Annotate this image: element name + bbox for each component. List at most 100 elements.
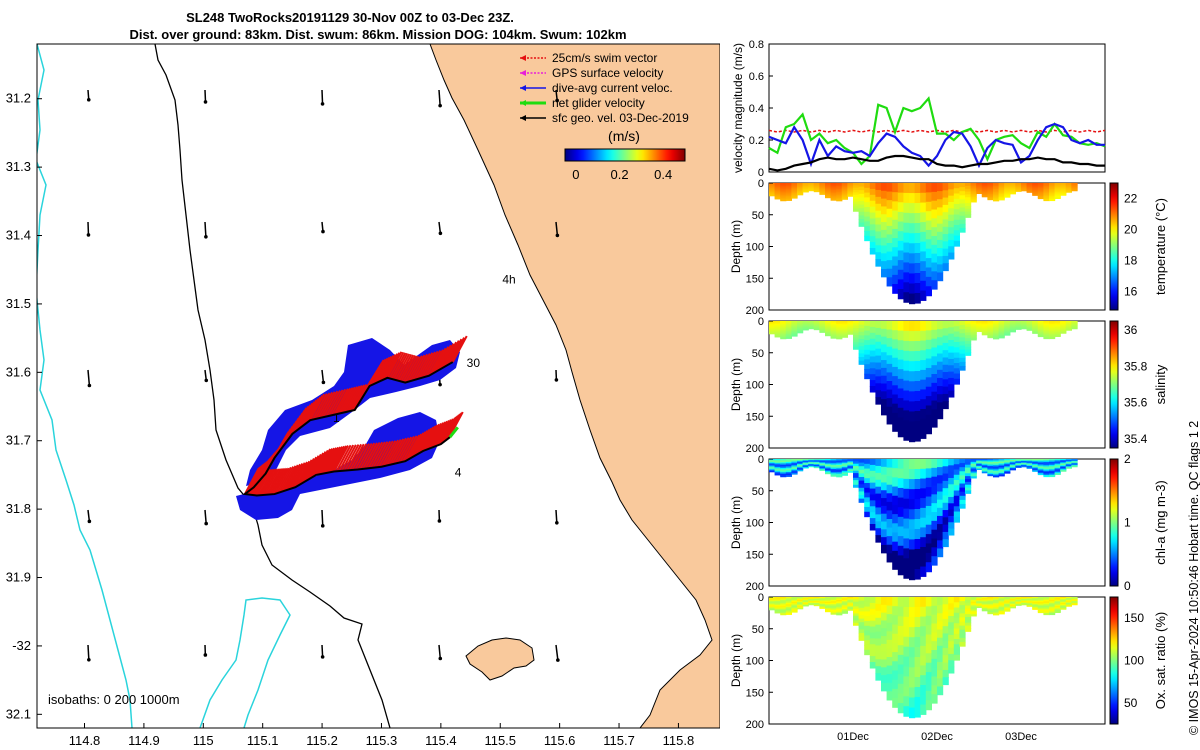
colorbar-label: (m/s)	[608, 128, 640, 144]
section-cell	[987, 194, 994, 197]
geo-velocity-arrowhead	[320, 524, 325, 528]
section-cell	[959, 479, 966, 485]
section-cell	[1065, 325, 1072, 327]
section-cell	[802, 599, 809, 602]
section-cell	[864, 221, 871, 227]
section-cell	[1043, 326, 1050, 329]
section-cell	[802, 184, 809, 186]
legend-entry: dive-avg current veloc.	[552, 81, 673, 95]
swim-vector	[393, 437, 410, 465]
section-cell	[920, 350, 927, 361]
section-cell	[830, 322, 837, 325]
section-cell	[987, 599, 994, 602]
section-cell	[886, 544, 893, 554]
section-cell	[914, 666, 921, 678]
swim-vector	[417, 352, 434, 380]
section-cell	[892, 624, 899, 635]
section-cell	[881, 383, 888, 392]
legend-arrowhead	[520, 70, 526, 76]
section-cell	[774, 330, 781, 333]
map-y-tick-label: 31.8	[6, 501, 31, 516]
section-cell	[780, 183, 787, 186]
section-cell	[993, 597, 1000, 600]
section-cell	[953, 618, 960, 624]
section-cell	[1021, 322, 1028, 324]
section-cell	[808, 183, 815, 185]
section-cell	[1049, 601, 1056, 604]
section-cell	[1054, 327, 1061, 330]
swim-vector	[398, 354, 415, 382]
section-cell	[791, 333, 798, 336]
section-cell	[841, 187, 848, 189]
section-cell	[869, 386, 876, 393]
section-cell	[925, 634, 932, 645]
section-cell	[909, 637, 916, 648]
section-cell	[998, 333, 1005, 336]
section-cell	[886, 346, 893, 356]
swim-vector	[430, 347, 447, 375]
section-cell	[791, 195, 798, 198]
section-cell	[897, 398, 904, 409]
section-cell	[853, 466, 860, 469]
swim-vector	[377, 440, 394, 468]
section-cell	[847, 323, 854, 325]
section-cell	[797, 466, 804, 469]
section-cell	[942, 204, 949, 213]
section-cell	[825, 330, 832, 333]
section-cell	[1043, 602, 1050, 605]
section-cell	[1043, 461, 1050, 464]
section-cell	[920, 418, 927, 430]
section-cell	[1021, 324, 1028, 326]
section-cell	[903, 488, 910, 500]
section-cell	[965, 487, 972, 492]
section-cell	[808, 325, 815, 327]
section-cell	[836, 473, 843, 476]
section-cell	[841, 188, 848, 191]
section-cell	[920, 645, 927, 657]
section-cell	[830, 601, 837, 604]
section-cell	[1065, 601, 1072, 603]
section-cell	[1049, 470, 1056, 473]
section-cell	[981, 603, 988, 606]
section-cell	[1060, 193, 1067, 195]
section-cell	[791, 327, 798, 330]
section-cell	[1004, 599, 1011, 602]
section-cell	[948, 503, 955, 511]
section-cell	[853, 611, 860, 615]
section-cell	[1026, 321, 1033, 324]
section-cell	[774, 194, 781, 197]
section-cell	[1043, 464, 1050, 467]
section-cell	[1043, 191, 1050, 194]
section-cell	[774, 602, 781, 605]
section-colorbar-tick-label: 16	[1124, 284, 1138, 298]
swim-vector	[331, 445, 347, 473]
section-cell	[1004, 609, 1011, 612]
section-cell	[774, 599, 781, 602]
section-cell	[802, 183, 809, 186]
section-cell	[953, 188, 960, 195]
section-cell	[920, 183, 927, 194]
section-cell	[1054, 609, 1061, 612]
section-cell	[875, 252, 882, 260]
section-cell	[1071, 600, 1078, 602]
section-cell	[1026, 324, 1033, 327]
map-x-tick-label: 115.8	[663, 733, 695, 748]
section-cell	[825, 196, 832, 199]
section-cell	[825, 192, 832, 195]
section-colorbar-label: temperature (°C)	[1153, 198, 1168, 295]
section-cell	[1032, 601, 1039, 603]
section-cell	[925, 211, 932, 222]
section-cell	[909, 381, 916, 392]
section-cell	[1037, 602, 1044, 605]
section-cell	[808, 464, 815, 466]
section-cell	[948, 459, 955, 466]
section-cell	[785, 473, 792, 476]
isobath-1000m-loop	[199, 597, 291, 728]
section-cell	[847, 193, 854, 196]
section-cell	[836, 602, 843, 605]
section-x-tick-label: 02Dec	[921, 731, 953, 743]
section-cell	[1065, 189, 1072, 192]
section-cell	[987, 327, 994, 330]
section-cell	[937, 515, 944, 525]
